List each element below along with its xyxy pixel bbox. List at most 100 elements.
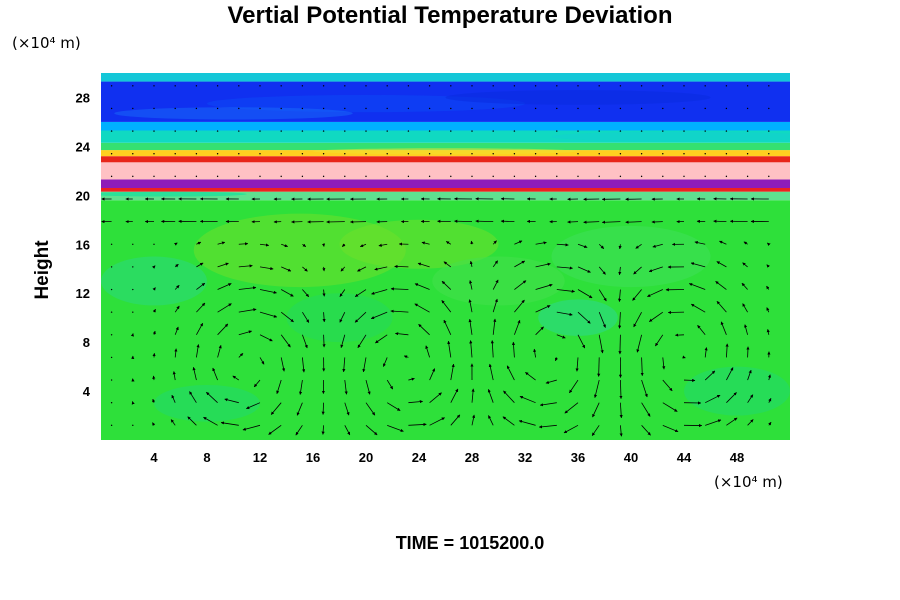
vector-dot <box>513 175 516 178</box>
wind-vector <box>577 266 591 273</box>
vector-dot <box>110 243 113 245</box>
x-tick-label: 24 <box>412 450 427 465</box>
vector-dot <box>556 107 558 110</box>
vector-dot <box>322 85 325 87</box>
wind-vector <box>280 311 294 323</box>
wind-vector <box>726 392 737 403</box>
wind-vector <box>618 312 622 329</box>
vector-dot <box>110 379 113 381</box>
vector-dot <box>513 130 516 132</box>
vector-dot <box>110 175 113 178</box>
field-blob-11 <box>114 107 353 120</box>
wind-vector <box>556 311 573 316</box>
vector-dot <box>577 107 579 110</box>
wind-vector <box>339 289 346 297</box>
wind-vector <box>238 242 249 246</box>
wind-vector <box>322 266 326 272</box>
wind-vector <box>152 330 156 335</box>
vector-dot <box>259 175 261 178</box>
wind-vector <box>421 241 430 245</box>
wind-vector <box>450 388 459 403</box>
wind-vector <box>593 379 600 399</box>
wind-vector <box>647 289 663 297</box>
vector-dot <box>259 85 261 87</box>
wind-vectors <box>101 85 772 437</box>
vector-dot <box>768 153 770 155</box>
vector-dot <box>450 153 452 155</box>
vector-dot <box>725 85 728 87</box>
wind-vector <box>171 394 176 403</box>
wind-vector <box>302 289 310 298</box>
vector-dot <box>513 85 516 87</box>
wind-vector <box>555 357 558 362</box>
layer-band-11 <box>101 73 790 82</box>
wind-vector <box>268 424 282 435</box>
wind-vector <box>362 357 367 373</box>
wind-vector <box>625 220 642 224</box>
wind-vector <box>633 311 642 328</box>
vector-dot <box>153 153 155 155</box>
wind-vector <box>635 243 642 249</box>
x-tick-label: 28 <box>465 450 479 465</box>
vector-dot <box>365 85 367 87</box>
wind-vector <box>662 424 679 433</box>
vector-dot <box>259 130 261 132</box>
wind-vector <box>492 240 497 245</box>
vector-dot <box>534 130 537 132</box>
wind-vector <box>598 334 604 354</box>
wind-vector <box>649 311 664 322</box>
wind-vector <box>618 266 622 276</box>
vector-dot <box>238 175 240 178</box>
wind-vector <box>152 308 156 313</box>
field-blob-14 <box>101 191 247 197</box>
wind-vector <box>170 419 176 426</box>
wind-vector <box>359 243 367 248</box>
wind-vector <box>342 357 346 373</box>
wind-vector <box>418 323 430 336</box>
vector-dot <box>132 85 134 87</box>
wind-vector <box>174 284 180 290</box>
wind-vector <box>690 262 706 268</box>
wind-vector <box>375 334 388 344</box>
vector-dot <box>471 175 473 178</box>
vector-dot <box>386 107 388 110</box>
vector-dot <box>110 401 113 404</box>
wind-vector <box>619 380 623 400</box>
wind-vector <box>648 266 663 273</box>
wind-vector <box>450 363 455 381</box>
wind-vector <box>694 241 706 245</box>
wind-vector <box>447 340 452 358</box>
vector-dot <box>534 175 537 178</box>
vector-dot <box>216 175 219 178</box>
wind-vector <box>196 262 204 268</box>
vector-dot <box>386 153 388 155</box>
vector-dot <box>195 107 198 110</box>
vector-dot <box>365 107 367 110</box>
vector-dot <box>704 130 706 132</box>
vector-dot <box>746 85 749 87</box>
vector-dot <box>132 424 134 427</box>
wind-vector <box>539 402 557 407</box>
wind-vector <box>506 365 515 381</box>
vector-dot <box>386 85 388 87</box>
wind-vector <box>488 363 494 381</box>
wind-vector <box>196 241 202 245</box>
vector-dot <box>598 107 600 110</box>
vector-dot <box>132 175 134 178</box>
wind-vector <box>322 312 326 323</box>
vector-dot <box>725 153 728 155</box>
vector-dot <box>577 130 579 132</box>
wind-vector <box>618 244 622 250</box>
vector-dot <box>344 175 346 178</box>
wind-vector <box>766 264 770 268</box>
wind-vector <box>592 402 600 418</box>
vector-dot <box>110 424 113 427</box>
wind-vector <box>766 328 770 335</box>
wind-vector <box>563 424 579 434</box>
vector-dot <box>259 153 261 155</box>
wind-vector <box>152 398 156 403</box>
wind-vector <box>488 415 494 426</box>
wind-vector <box>357 334 367 349</box>
wind-vector <box>503 390 515 403</box>
wind-vector <box>192 366 197 381</box>
